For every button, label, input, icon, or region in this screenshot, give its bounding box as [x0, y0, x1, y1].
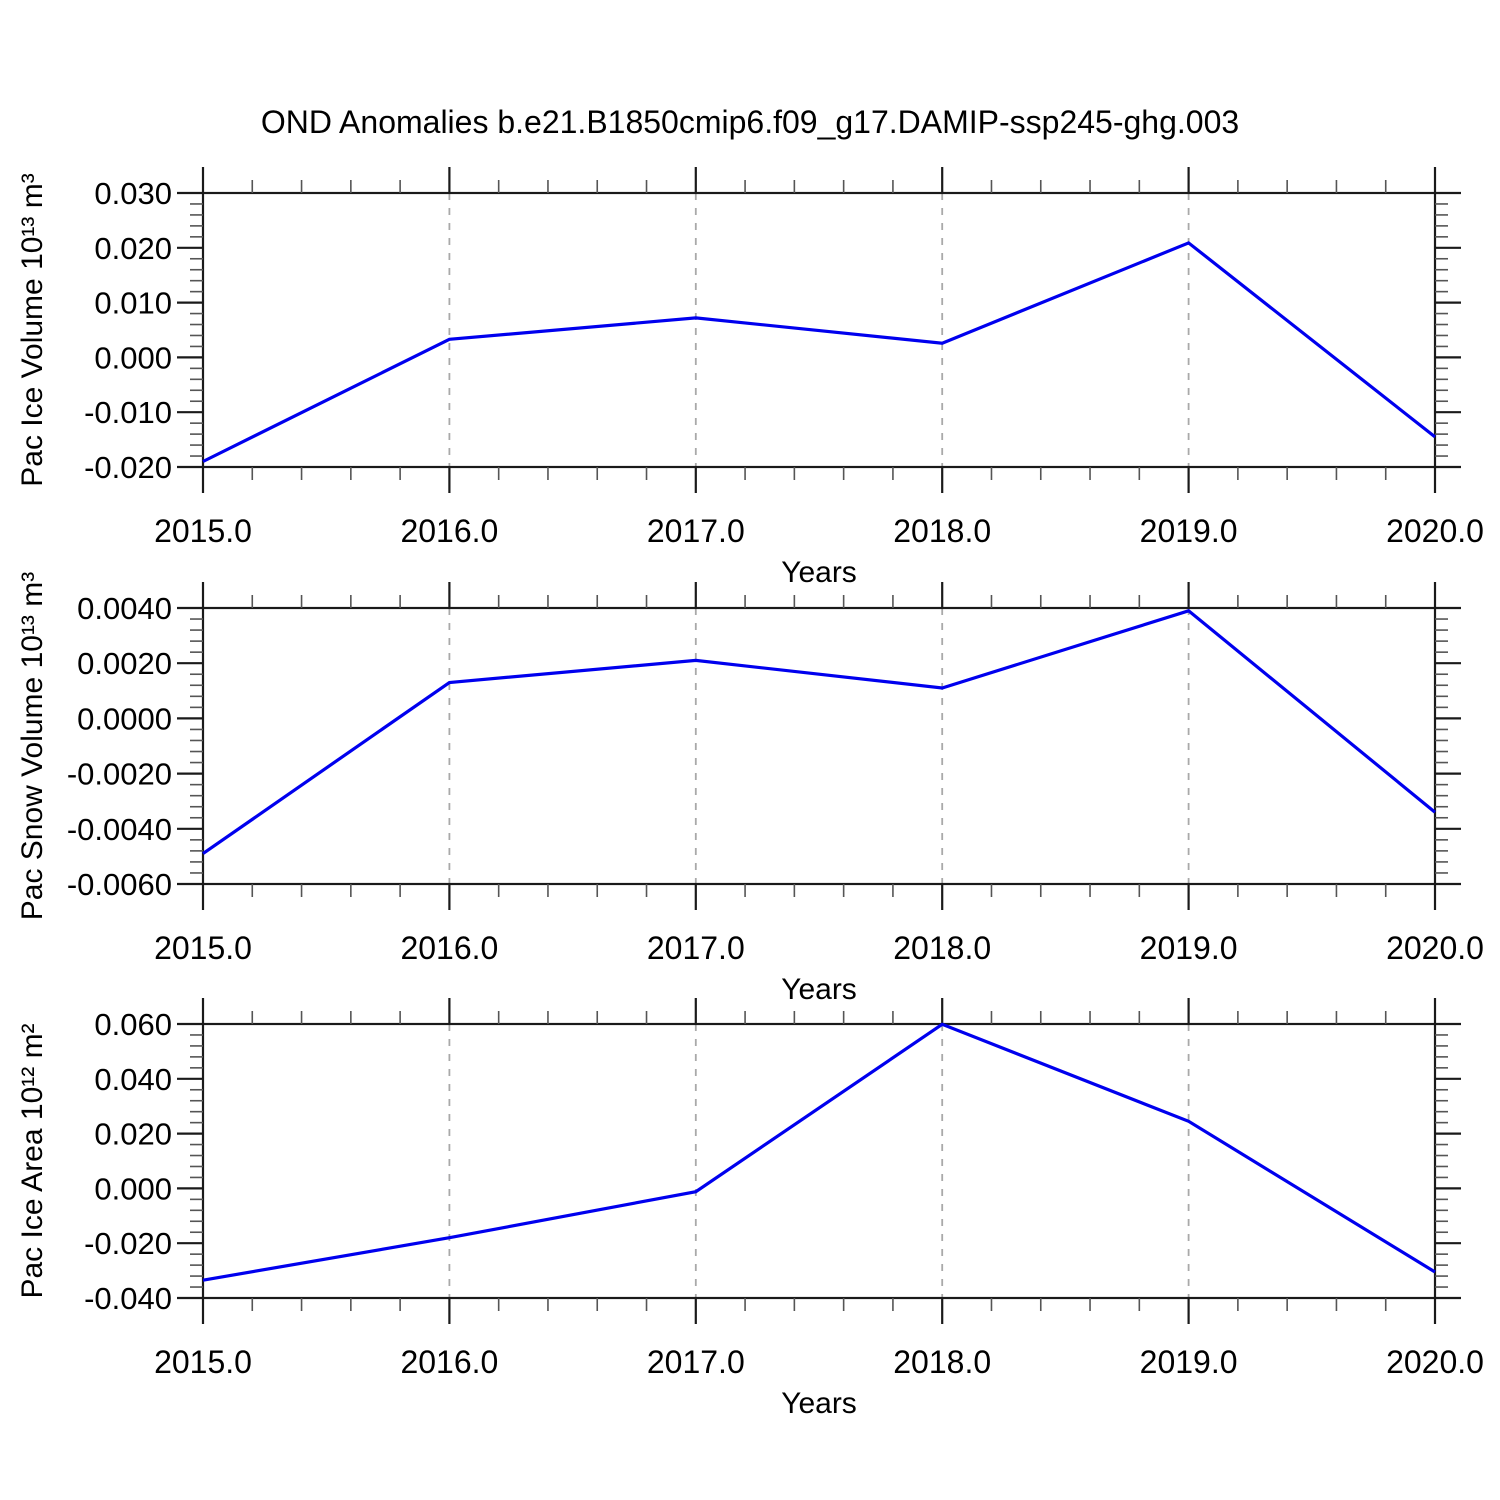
y-axis-label: Pac Ice Volume 10¹³ m³ [16, 173, 49, 486]
y-tick-label: -0.0060 [67, 867, 172, 902]
plot-frame [201, 1022, 1437, 1300]
x-tick-label: 2020.0 [1386, 513, 1484, 549]
y-tick-label: 0.0000 [77, 701, 172, 736]
y-tick-label: 0.0020 [77, 646, 172, 681]
x-tick-label: 2019.0 [1140, 513, 1238, 549]
y-tick-label: 0.000 [94, 1171, 172, 1206]
x-tick-label: 2019.0 [1140, 1344, 1238, 1380]
x-tick-label: 2017.0 [647, 513, 745, 549]
x-tick-label: 2020.0 [1386, 930, 1484, 966]
x-axis-label: Years [781, 1387, 857, 1420]
y-tick-label: -0.010 [84, 395, 172, 430]
y-tick-label: 0.0040 [77, 591, 172, 626]
y-tick-label: -0.040 [84, 1281, 172, 1316]
x-tick-label: 2017.0 [647, 930, 745, 966]
y-tick-label: -0.020 [84, 450, 172, 485]
x-tick-label: 2020.0 [1386, 1344, 1484, 1380]
x-tick-label: 2018.0 [893, 1344, 991, 1380]
plot-frame [201, 191, 1437, 469]
x-tick-label: 2015.0 [154, 513, 252, 549]
series-line [202, 609, 1437, 855]
y-tick-label: -0.0040 [67, 812, 172, 847]
y-tick-label: -0.0020 [67, 757, 172, 792]
x-axis-label: Years [781, 973, 857, 1006]
y-axis-label: Pac Ice Area 10¹² m² [16, 1023, 49, 1298]
y-tick-label: 0.040 [94, 1062, 172, 1097]
panel-pac-ice-volume: 0.030 0.020 0.010 0.000 -0.010 -0.020 2015.0 20… [16, 167, 1484, 589]
x-tick-label: 2018.0 [893, 930, 991, 966]
series-line [202, 1022, 1436, 1282]
x-tick-label: 2015.0 [154, 930, 252, 966]
plot-frame [201, 606, 1437, 886]
y-tick-label: 0.020 [94, 1117, 172, 1152]
panel-pac-ice-area: 0.060 0.040 0.020 0.000 -0.020 -0.040 2015.0 20… [16, 998, 1484, 1420]
x-tick-label: 2018.0 [893, 513, 991, 549]
y-tick-label: 0.020 [94, 231, 172, 266]
y-tick-label: 0.060 [94, 1007, 172, 1042]
x-tick-label: 2015.0 [154, 1344, 252, 1380]
x-tick-label: 2017.0 [647, 1344, 745, 1380]
panel-pac-snow-volume: 0.0040 0.0020 0.0000 -0.0020 -0.0040 -0.0060 2… [16, 572, 1484, 1006]
x-tick-label: 2016.0 [400, 930, 498, 966]
x-tick-label: 2016.0 [400, 1344, 498, 1380]
y-tick-label: 0.010 [94, 286, 172, 321]
series-line [202, 241, 1436, 463]
x-axis-label: Years [781, 556, 857, 589]
x-tick-label: 2016.0 [400, 513, 498, 549]
y-tick-label: -0.020 [84, 1226, 172, 1261]
x-tick-label: 2019.0 [1140, 930, 1238, 966]
y-tick-label: 0.030 [94, 176, 172, 211]
y-axis-label: Pac Snow Volume 10¹³ m³ [16, 572, 49, 920]
y-tick-label: 0.000 [94, 340, 172, 375]
chart-title: OND Anomalies b.e21.B1850cmip6.f09_g17.D… [260, 104, 1240, 140]
